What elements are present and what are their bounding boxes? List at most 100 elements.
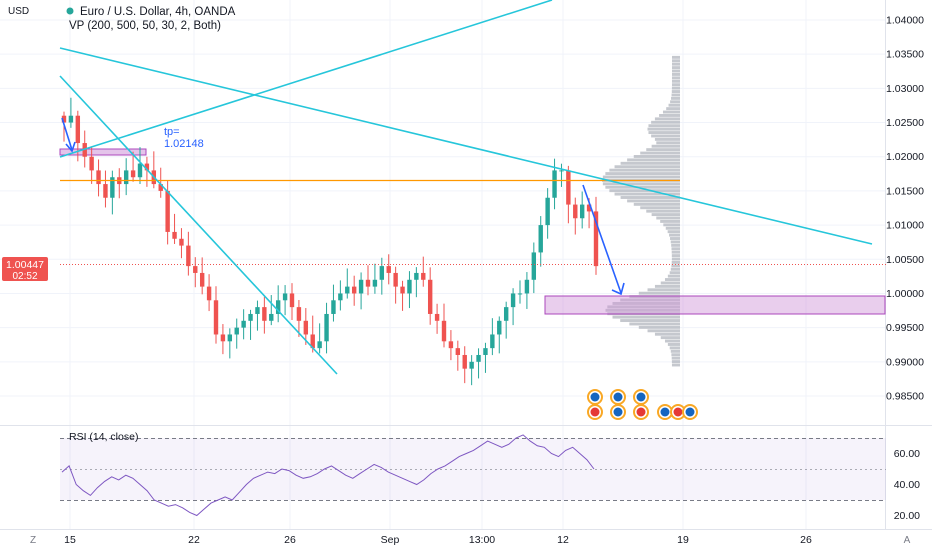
event-flag-icon[interactable] [610,404,626,420]
price-badge-value: 1.00447 [6,259,44,271]
rsi-band-fill [60,438,886,500]
rsi-tick-label: 60.00 [894,448,920,460]
candle [227,328,233,359]
descending-trendline-long[interactable] [59,47,873,245]
tp-zone[interactable] [59,148,147,156]
candle [593,196,599,275]
candle [345,268,350,299]
candle [269,295,274,326]
candle [289,283,295,320]
event-flag-icon[interactable] [670,404,686,420]
candle [455,340,461,371]
candle [303,308,309,345]
ascending-trendline[interactable] [59,0,553,158]
down-arrow-right[interactable] [582,184,625,296]
event-flag-icon[interactable] [610,389,626,405]
candle [110,170,115,215]
event-flag-icon[interactable] [633,404,649,420]
zoom-icon[interactable]: Z [30,535,36,546]
time-axis[interactable]: 15 22 26 Sep 13:00 12 19 26 [64,534,812,546]
candles [61,97,599,386]
candle [497,316,502,354]
candle [407,271,412,309]
time-tick-label: Sep [381,534,400,546]
candle [331,284,336,322]
candle [262,296,267,334]
market-status-icon [66,7,74,15]
candle [75,110,81,162]
candle [372,263,378,294]
event-flag-icon[interactable] [587,389,603,405]
rsi-line [61,434,595,517]
candle [89,147,94,184]
candle [68,97,74,128]
down-arrow-left[interactable] [61,117,76,153]
candle [386,254,391,285]
candle [123,158,129,196]
symbol-title[interactable]: Euro / U.S. Dollar, 4h, OANDA [80,6,236,18]
price-tick-label: 1.02000 [886,151,924,163]
event-flag-icon[interactable] [587,404,603,420]
descending-trendline-short[interactable] [59,75,338,375]
candle [441,303,447,348]
candle [282,285,288,316]
rsi-tick-label: 40.00 [894,479,920,491]
candle [137,147,143,185]
candle [490,318,495,356]
candle [144,156,150,187]
candle [117,168,122,199]
price-tick-label: 1.03000 [886,83,924,95]
candle [248,309,253,340]
time-tick-label: 12 [557,534,569,546]
event-flag-icon[interactable] [657,404,673,420]
candle [365,265,371,296]
candle [255,300,260,331]
candle [503,301,509,339]
event-flag-icon[interactable] [682,404,698,420]
candle [324,302,329,354]
price-badge-countdown: 02:52 [12,271,37,282]
candle [351,275,357,306]
price-tick-label: 0.99500 [886,322,924,334]
candle [158,167,163,198]
auto-scale-button[interactable]: A [904,535,911,546]
candle [393,266,398,304]
currency-label: USD [8,6,29,17]
price-tick-label: 0.99000 [886,356,924,368]
price-tick-label: 1.00500 [886,254,924,266]
candle [275,285,281,323]
price-axis[interactable]: 1.04000 1.03500 1.03000 1.02500 1.02000 1.015… [886,15,924,403]
candle [310,315,315,353]
candle [462,346,467,384]
demand-zone[interactable] [544,295,886,315]
time-tick-label: 26 [800,534,812,546]
rsi-tick-label: 20.00 [894,510,920,522]
event-icons[interactable] [587,389,698,420]
candle [538,216,543,267]
candle [234,318,239,349]
candle [448,330,454,361]
price-tick-label: 1.00000 [886,288,924,300]
candle [317,323,322,354]
time-tick-label: 26 [284,534,296,546]
candle [476,348,481,379]
candle [573,197,578,235]
candle [186,231,191,276]
candle [241,309,246,340]
candle [559,163,564,187]
price-tick-label: 1.01000 [886,220,924,232]
candle [338,280,343,311]
event-flag-icon[interactable] [633,389,649,405]
candle [220,324,226,355]
candle [179,228,184,259]
price-badge: 1.00447 02:52 [2,257,48,282]
price-tick-label: 1.04000 [886,15,924,27]
rsi-axis: 60.00 40.00 20.00 [894,448,920,522]
rsi-title[interactable]: RSI (14, close) [69,431,138,443]
candle [510,288,516,326]
price-tick-label: 1.01500 [886,185,924,197]
candle [206,274,212,312]
candle [358,272,364,310]
indicator-title[interactable]: VP (200, 500, 50, 30, 2, Both) [69,20,221,32]
